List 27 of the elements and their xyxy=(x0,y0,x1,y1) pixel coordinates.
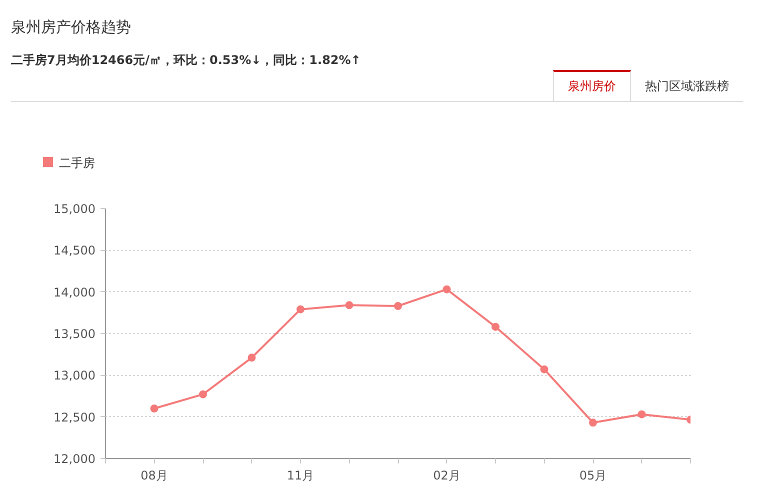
y-tick-label: 13,000 xyxy=(54,368,96,383)
point xyxy=(492,322,500,331)
point xyxy=(150,404,158,412)
chart-subtitle: 二手房7月均价12466元/㎡，环比：0.53%↓，同比：1.82%↑ xyxy=(10,52,362,70)
y-tick-label: 13,500 xyxy=(54,327,96,341)
point xyxy=(345,301,354,310)
text: 热门区域涨跌榜 xyxy=(644,78,730,95)
x-tick-label: 08月 xyxy=(140,468,168,482)
y-tick-label: 14,000 xyxy=(54,285,96,300)
text: 泉州房价 xyxy=(553,70,631,101)
x-tick-label: 05月 xyxy=(579,468,607,482)
y-tick-label: 12,500 xyxy=(54,410,96,424)
x-tick-label: 11月 xyxy=(286,468,314,482)
chart-title: 泉州房产价格趋势 xyxy=(10,17,132,38)
point xyxy=(199,390,207,398)
point xyxy=(394,302,402,310)
point xyxy=(248,354,256,362)
y-tick-label: 12,000 xyxy=(54,452,96,466)
point xyxy=(589,418,597,427)
point xyxy=(442,285,451,294)
point xyxy=(638,410,646,418)
x-tick-label: 02月 xyxy=(433,468,460,482)
legend-label: 二手房 xyxy=(59,156,95,170)
point xyxy=(296,305,304,314)
y-tick-label: 14,500 xyxy=(54,244,96,258)
y-tick-label: 15,000 xyxy=(54,202,96,216)
point xyxy=(540,365,548,374)
